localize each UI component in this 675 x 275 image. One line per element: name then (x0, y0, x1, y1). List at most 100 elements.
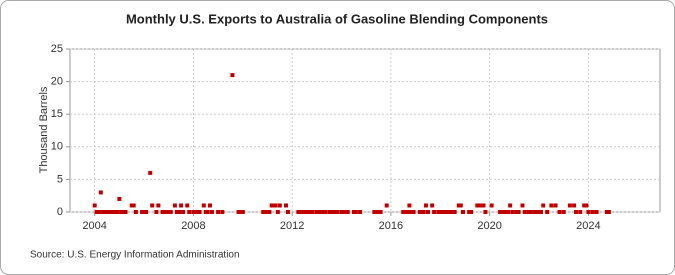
x-tick-label: 2004 (82, 220, 106, 232)
point (335, 210, 340, 214)
x-tick-label: 2008 (181, 220, 205, 232)
point (481, 203, 486, 208)
point (207, 203, 212, 208)
y-tick-label: 0 (57, 206, 63, 218)
point (220, 210, 225, 214)
point (236, 210, 241, 214)
point (277, 203, 282, 208)
point (590, 210, 595, 214)
point (553, 203, 558, 208)
point (156, 203, 161, 208)
point (545, 210, 550, 214)
point (489, 203, 494, 208)
point (230, 73, 235, 78)
point (403, 210, 408, 214)
point (421, 210, 426, 214)
point (510, 210, 515, 214)
point (430, 203, 435, 208)
point (446, 210, 451, 214)
point (329, 210, 334, 214)
point (461, 210, 466, 214)
point (316, 210, 321, 214)
point (148, 170, 153, 175)
point (174, 210, 179, 214)
y-axis-label: Thousand Barrels (38, 86, 50, 173)
x-tick-label: 2024 (576, 220, 600, 232)
point (384, 203, 389, 208)
point (273, 203, 278, 208)
point (541, 203, 546, 208)
y-tick-label: 10 (51, 141, 63, 153)
point (584, 203, 589, 208)
point (353, 210, 358, 214)
point (501, 210, 506, 214)
point (113, 210, 118, 214)
point (323, 210, 328, 214)
point (285, 210, 290, 214)
point (267, 210, 272, 214)
point (508, 203, 513, 208)
point (469, 210, 474, 214)
point (304, 210, 309, 214)
point (425, 210, 430, 214)
point (140, 210, 145, 214)
point (539, 210, 544, 214)
point (275, 210, 280, 214)
point (261, 210, 266, 214)
source-note: Source: U.S. Energy Information Administ… (30, 250, 240, 261)
y-tick-label: 25 (51, 43, 63, 55)
point (452, 210, 457, 214)
point (131, 203, 136, 208)
point (179, 203, 184, 208)
point (150, 203, 155, 208)
point (201, 203, 206, 208)
point (440, 210, 445, 214)
point (100, 210, 105, 214)
point (92, 203, 97, 208)
point (284, 203, 289, 208)
point (520, 203, 525, 208)
point (117, 196, 122, 201)
point (193, 210, 198, 214)
chart-title: Monthly U.S. Exports to Australia of Gas… (126, 11, 548, 26)
point (133, 210, 138, 214)
point (310, 210, 315, 214)
point (197, 210, 202, 214)
y-tick-label: 15 (51, 108, 63, 120)
point (532, 210, 537, 214)
point (522, 210, 527, 214)
point (407, 203, 412, 208)
point (358, 210, 363, 214)
point (526, 210, 531, 214)
point (98, 190, 103, 195)
point (423, 203, 428, 208)
point (561, 210, 566, 214)
point (345, 210, 350, 214)
point (94, 210, 99, 214)
point (528, 210, 533, 214)
point (177, 210, 182, 214)
point (209, 210, 214, 214)
point (162, 210, 167, 214)
point (154, 210, 159, 214)
point (172, 203, 177, 208)
point (205, 210, 210, 214)
point (578, 210, 583, 214)
point (483, 210, 488, 214)
x-tick-label: 2012 (280, 220, 304, 232)
point (187, 210, 192, 214)
point (181, 210, 186, 214)
point (298, 210, 303, 214)
y-tick-label: 20 (51, 76, 63, 88)
point (378, 210, 383, 214)
point (498, 210, 503, 214)
point (405, 210, 410, 214)
point (115, 210, 120, 214)
point (586, 210, 591, 214)
point (572, 203, 577, 208)
point (119, 210, 124, 214)
point (432, 210, 437, 214)
point (516, 210, 521, 214)
